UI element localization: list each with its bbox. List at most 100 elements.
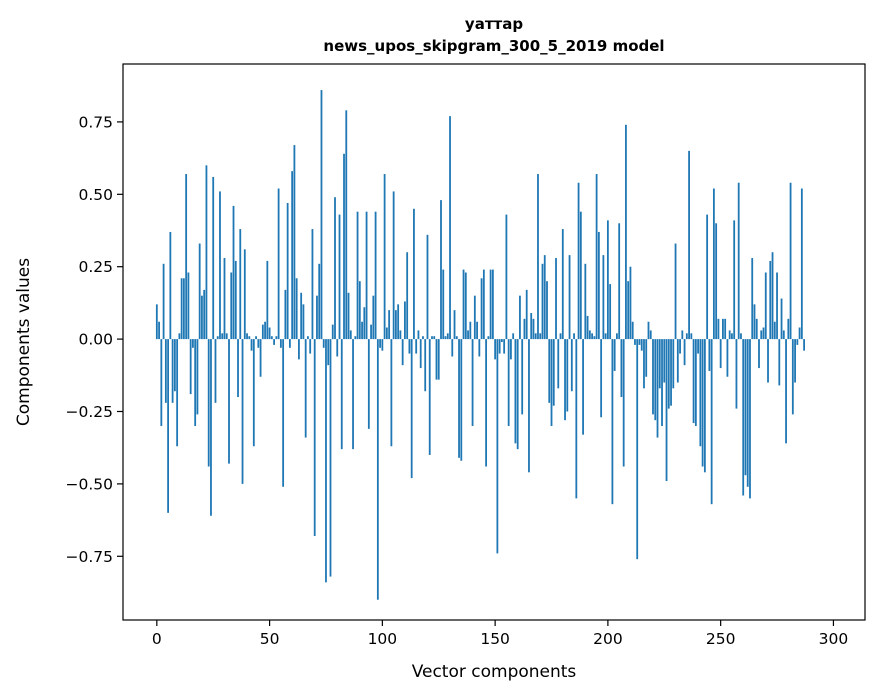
bar-component-251 <box>722 318 724 340</box>
bar-component-97 <box>374 211 377 340</box>
bar-component-4 <box>164 339 167 403</box>
bar-component-96 <box>372 295 375 340</box>
bar-component-284 <box>796 339 799 345</box>
bar-component-235 <box>685 333 688 340</box>
bar-component-272 <box>769 260 772 340</box>
bar-component-67 <box>307 336 309 340</box>
bar-component-141 <box>473 295 476 340</box>
bar-component-76 <box>327 339 330 366</box>
bar-component-78 <box>331 324 334 340</box>
bar-component-206 <box>620 339 623 398</box>
bar-component-172 <box>543 255 546 340</box>
bar-component-85 <box>347 292 350 340</box>
bar-component-190 <box>584 263 587 340</box>
bar-component-230 <box>674 243 677 340</box>
bar-component-221 <box>654 339 657 421</box>
bar-component-119 <box>424 339 427 392</box>
bar-component-214 <box>638 339 641 345</box>
x-tick-label: 50 <box>260 630 280 648</box>
bar-component-106 <box>394 310 397 340</box>
bar-component-181 <box>564 339 566 421</box>
bar-component-54 <box>277 188 280 340</box>
bar-component-161 <box>519 295 521 340</box>
bar-component-165 <box>528 339 530 473</box>
bar-component-199 <box>604 333 607 340</box>
bar-component-202 <box>611 339 614 505</box>
bar-component-173 <box>546 281 548 340</box>
bar-component-197 <box>600 339 603 418</box>
bar-component-169 <box>537 174 539 340</box>
bar-component-261 <box>744 339 747 476</box>
bar-component-246 <box>710 339 713 505</box>
bar-component-132 <box>453 310 456 340</box>
bar-component-212 <box>634 339 636 345</box>
bar-component-89 <box>356 211 359 340</box>
bar-component-2 <box>160 339 163 426</box>
bar-component-254 <box>728 330 731 340</box>
bar-component-260 <box>742 339 745 496</box>
y-tick-label: −0.75 <box>66 548 114 566</box>
bar-component-129 <box>446 333 449 340</box>
bar-component-126 <box>440 200 442 340</box>
bar-component-125 <box>437 339 440 380</box>
bar-component-245 <box>708 339 711 371</box>
bar-component-188 <box>579 211 582 340</box>
x-tick-label: 300 <box>819 630 849 648</box>
bar-component-163 <box>523 318 526 340</box>
bar-component-42 <box>250 339 253 351</box>
bar-component-80 <box>336 339 339 357</box>
bar-component-99 <box>379 339 381 348</box>
bar-component-145 <box>482 269 485 340</box>
bar-component-267 <box>758 339 760 369</box>
bar-component-134 <box>458 339 460 458</box>
bar-component-50 <box>268 327 271 340</box>
bar-component-155 <box>505 214 508 340</box>
bar-component-0 <box>155 304 158 340</box>
bar-component-171 <box>541 263 544 340</box>
bar-component-10 <box>178 333 181 340</box>
bar-component-150 <box>494 339 497 360</box>
bar-component-39 <box>243 249 246 340</box>
bar-component-74 <box>322 339 325 348</box>
bar-component-247 <box>712 188 715 340</box>
bar-component-79 <box>334 197 336 340</box>
bar-component-75 <box>325 339 327 583</box>
bar-component-23 <box>207 339 210 467</box>
bar-component-278 <box>782 330 785 340</box>
bar-component-250 <box>719 339 722 369</box>
bar-component-91 <box>361 321 363 340</box>
bar-component-196 <box>597 231 600 340</box>
y-tick-label: 0.00 <box>78 331 113 349</box>
x-tick-label: 100 <box>368 630 398 648</box>
bar-component-87 <box>352 339 354 450</box>
bar-component-98 <box>376 339 379 600</box>
bar-component-167 <box>532 318 535 340</box>
bar-component-77 <box>329 339 332 577</box>
bar-component-142 <box>476 321 478 340</box>
bar-component-216 <box>643 339 645 389</box>
bar-component-69 <box>311 229 314 340</box>
bar-component-201 <box>609 284 612 340</box>
bar-component-115 <box>415 339 418 354</box>
y-tick-label: 0.25 <box>78 258 113 276</box>
x-axis-ticks: 0 50 100 150 200 250 300 <box>152 620 848 648</box>
bar-component-189 <box>582 339 584 435</box>
bar-component-232 <box>679 339 681 354</box>
bar-component-262 <box>746 339 749 487</box>
bar-component-14 <box>187 272 190 340</box>
bar-component-124 <box>435 339 438 380</box>
chart-title: уаттар <box>465 15 523 33</box>
bar-component-13 <box>185 174 188 340</box>
bar-component-237 <box>690 333 693 340</box>
y-tick-label: 0.75 <box>78 113 113 131</box>
bar-component-268 <box>760 330 763 340</box>
bar-component-226 <box>665 339 668 481</box>
bar-component-111 <box>406 252 409 340</box>
bar-component-193 <box>591 333 593 340</box>
bar-component-31 <box>225 333 228 340</box>
bar-component-58 <box>286 203 289 340</box>
bar-component-60 <box>291 171 294 340</box>
bar-component-265 <box>753 304 756 340</box>
bar-component-281 <box>789 182 792 340</box>
bar-component-103 <box>388 310 391 340</box>
